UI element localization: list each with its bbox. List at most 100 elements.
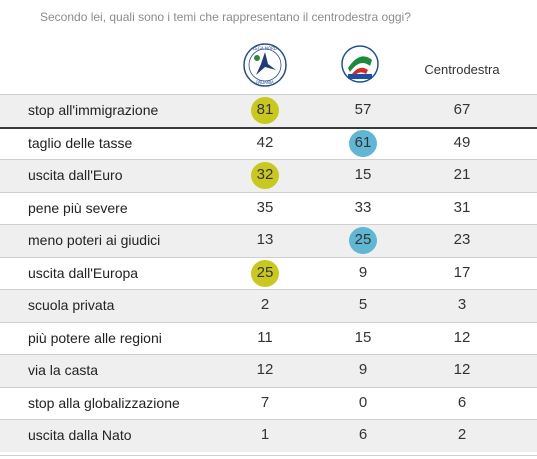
- value-cell: 15: [333, 322, 393, 355]
- question-text: Secondo lei, quali sono i temi che rappr…: [40, 10, 411, 24]
- row-label: uscita dall'Euro: [28, 167, 123, 183]
- value-number: 12: [453, 361, 471, 378]
- row-label: taglio delle tasse: [28, 134, 133, 151]
- value-number: 23: [453, 231, 471, 248]
- value-cell: 49: [432, 127, 492, 160]
- highlight-marker: [251, 162, 279, 189]
- value-number: 31: [453, 198, 471, 216]
- value-cell: 42: [235, 127, 295, 160]
- svg-text:PADANIA: PADANIA: [256, 80, 274, 85]
- row-divider: [0, 256, 537, 258]
- value-cell: 12: [235, 354, 295, 387]
- value-number: 7: [260, 393, 270, 411]
- value-cell: 2: [235, 289, 295, 322]
- highlight-marker: [349, 227, 377, 254]
- value-cell: 9: [333, 354, 393, 387]
- value-number: 6: [358, 426, 368, 443]
- row-label: meno poteri ai giudici: [28, 232, 161, 248]
- value-cell: 23: [432, 224, 492, 257]
- table-row: scuola privata 2 5 3: [0, 289, 537, 322]
- value-number: 33: [354, 198, 372, 216]
- value-number: 35: [256, 198, 274, 216]
- value-cell: 12: [432, 322, 492, 355]
- value-cell: 67: [432, 94, 492, 127]
- value-cell: 6: [432, 387, 492, 420]
- value-cell: 11: [235, 322, 295, 355]
- value-number: 6: [457, 393, 467, 411]
- row-label: uscita dall'Europa: [28, 264, 139, 281]
- value-number: 25: [256, 263, 274, 281]
- value-cell: 33: [333, 192, 393, 225]
- row-divider: [0, 386, 537, 388]
- value-number: 61: [354, 133, 372, 151]
- value-number: 0: [358, 393, 368, 411]
- table-row: uscita dall'Europa 25 9 17: [0, 256, 537, 290]
- value-cell: 81: [235, 94, 295, 127]
- value-number: 32: [256, 166, 274, 183]
- value-cell: 9: [333, 257, 393, 290]
- value-number: 2: [260, 296, 270, 313]
- value-number: 9: [358, 361, 368, 378]
- table-row: stop alla globalizzazione 7 0 6: [0, 386, 537, 420]
- value-number: 5: [358, 296, 368, 313]
- value-number: 11: [257, 328, 273, 346]
- value-cell: 32: [235, 159, 295, 192]
- row-label: stop alla globalizzazione: [28, 394, 180, 411]
- value-cell: 2: [432, 419, 492, 452]
- row-label: pene più severe: [28, 199, 128, 216]
- row-divider: [0, 159, 537, 160]
- row-divider: [0, 126, 537, 129]
- row-divider: [0, 354, 537, 355]
- row-divider: [0, 419, 537, 420]
- row-divider: [0, 94, 537, 95]
- value-number: 67: [453, 101, 471, 118]
- row-divider: [0, 224, 537, 225]
- value-number: 57: [354, 101, 372, 118]
- table-row: uscita dalla Nato 1 6 2: [0, 419, 537, 452]
- value-cell: 3: [432, 289, 492, 322]
- highlight-marker: [251, 97, 279, 124]
- value-number: 2: [457, 426, 467, 443]
- value-cell: 17: [432, 257, 492, 290]
- row-divider: [0, 321, 537, 323]
- table-row: uscita dall'Euro 32 15 21: [0, 159, 537, 192]
- value-cell: 0: [333, 387, 393, 420]
- value-number: 12: [453, 328, 471, 346]
- table-row: stop all'immigrazione 81 57 67: [0, 94, 537, 127]
- value-cell: 13: [235, 224, 295, 257]
- value-number: 12: [256, 361, 274, 378]
- highlight-marker: [251, 259, 279, 287]
- row-label: scuola privata: [28, 297, 115, 313]
- value-cell: 25: [333, 224, 393, 257]
- table-row: via la casta 12 9 12: [0, 354, 537, 387]
- row-divider: [0, 191, 537, 193]
- svg-text:LEGA NORD: LEGA NORD: [253, 46, 277, 51]
- value-cell: 12: [432, 354, 492, 387]
- value-number: 9: [358, 263, 368, 281]
- value-cell: 31: [432, 192, 492, 225]
- value-number: 15: [354, 166, 372, 183]
- value-number: 3: [457, 296, 467, 313]
- table-row: pene più severe 35 33 31: [0, 191, 537, 225]
- row-label: più potere alle regioni: [28, 329, 162, 346]
- highlight-marker: [349, 129, 377, 157]
- row-label: uscita dalla Nato: [28, 427, 132, 443]
- value-number: 15: [354, 328, 372, 346]
- row-label: via la casta: [28, 362, 99, 378]
- value-cell: 57: [333, 94, 393, 127]
- value-number: 1: [260, 426, 270, 443]
- value-cell: 1: [235, 419, 295, 452]
- value-cell: 21: [432, 159, 492, 192]
- value-number: 17: [453, 263, 471, 281]
- value-number: 21: [453, 166, 471, 183]
- value-cell: 61: [333, 127, 393, 160]
- table-row: più potere alle regioni 11 15 12: [0, 321, 537, 355]
- value-cell: 6: [333, 419, 393, 452]
- value-cell: 5: [333, 289, 393, 322]
- value-cell: 35: [235, 192, 295, 225]
- value-cell: 7: [235, 387, 295, 420]
- forza-italia-logo-icon: [341, 45, 379, 83]
- row-label: stop all'immigrazione: [28, 102, 159, 118]
- value-number: 13: [256, 231, 274, 248]
- table-row: taglio delle tasse 42 61 49: [0, 126, 537, 160]
